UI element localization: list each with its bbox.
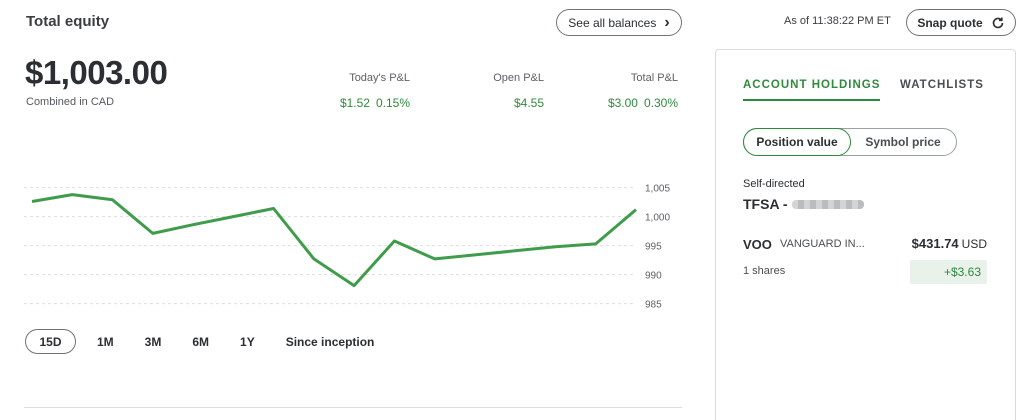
account-name[interactable]: TFSA - <box>743 196 864 212</box>
currency-note: Combined in CAD <box>26 96 115 108</box>
open-pl-value: $4.55 <box>513 96 544 110</box>
account-type: Self-directed <box>743 178 805 190</box>
period-15d[interactable]: 15D <box>25 329 76 354</box>
holding-name: VANGUARD IN... <box>780 238 865 250</box>
snap-quote-label: Snap quote <box>917 15 983 30</box>
open-pl-label: Open P&L <box>493 72 544 84</box>
todays-pl: Today's P&L $1.52 0.15% <box>340 72 410 110</box>
todays-pl-value: $1.52 <box>339 96 370 110</box>
tab-watchlists[interactable]: WATCHLISTS <box>900 79 984 91</box>
divider <box>24 407 682 408</box>
holding-symbol[interactable]: VOO <box>743 237 772 252</box>
page-title: Total equity <box>26 13 110 30</box>
chevron-right-icon: › <box>664 13 670 31</box>
y-tick-label: 990 <box>645 271 662 282</box>
equity-series-line <box>31 193 637 288</box>
tab-account-holdings[interactable]: ACCOUNT HOLDINGS <box>743 79 881 101</box>
period-6m[interactable]: 6M <box>192 334 210 349</box>
toggle-position-value[interactable]: Position value <box>743 128 851 156</box>
period-selector: 15D 1M 3M 6M 1Y Since inception <box>25 329 405 354</box>
todays-pl-percent: 0.15% <box>375 96 410 110</box>
todays-pl-label: Today's P&L <box>349 72 410 84</box>
value-toggle: Position value Symbol price <box>743 128 957 156</box>
redacted-account-number <box>791 199 864 209</box>
y-tick-label: 995 <box>645 242 662 253</box>
snap-quote-button[interactable]: Snap quote <box>906 9 1016 36</box>
holding-gain-badge: +$3.63 <box>910 260 987 284</box>
y-tick-label: 1,000 <box>645 213 670 224</box>
see-all-balances-label: See all balances <box>568 15 657 30</box>
period-1y[interactable]: 1Y <box>240 334 255 349</box>
total-pl-label: Total P&L <box>630 72 678 84</box>
period-1m[interactable]: 1M <box>97 334 114 349</box>
holding-price: $431.74 USD <box>912 236 987 251</box>
total-pl: Total P&L $3.00 0.30% <box>608 72 678 110</box>
refresh-icon <box>992 17 1003 28</box>
account-name-label: TFSA - <box>743 196 788 212</box>
holding-price-value: $431.74 <box>911 236 959 251</box>
y-tick-label: 985 <box>645 300 662 311</box>
open-pl: Open P&L $4.55 <box>493 72 544 110</box>
total-equity-amount: $1,003.00 <box>25 54 168 91</box>
period-3m[interactable]: 3M <box>144 334 162 349</box>
total-pl-value: $3.00 <box>607 96 638 110</box>
equity-line-chart: 1,005 1,000 995 990 985 <box>24 184 670 311</box>
holdings-panel: ACCOUNT HOLDINGS WATCHLISTS Position val… <box>715 49 1016 420</box>
as-of-timestamp: As of 11:38:22 PM ET <box>784 15 891 27</box>
holding-shares: 1 shares <box>743 265 786 277</box>
y-tick-label: 1,005 <box>645 184 670 195</box>
holding-price-currency: USD <box>961 237 987 251</box>
total-pl-percent: 0.30% <box>643 96 678 110</box>
toggle-symbol-price[interactable]: Symbol price <box>865 135 941 149</box>
period-since-inception[interactable]: Since inception <box>285 334 375 349</box>
see-all-balances-button[interactable]: See all balances › <box>556 9 682 36</box>
